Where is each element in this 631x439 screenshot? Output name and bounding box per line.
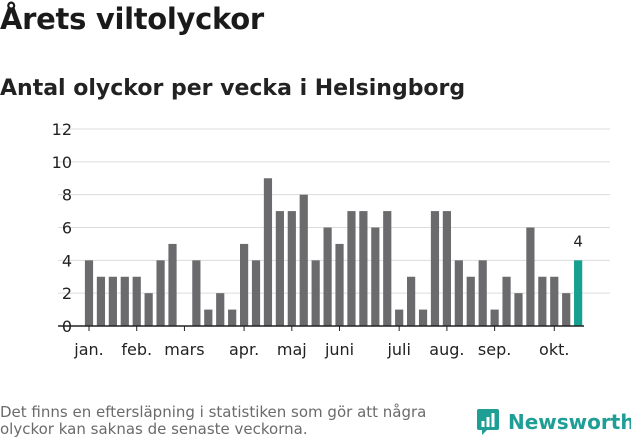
brand-name: Newsworthy [508, 410, 631, 434]
bar [418, 309, 428, 326]
bar [132, 276, 141, 326]
bar [299, 194, 308, 326]
annotations: 4 [573, 232, 583, 250]
bar [490, 309, 499, 326]
x-tick-label: mars [164, 340, 204, 359]
x-tick-label: feb. [121, 340, 152, 359]
bar [430, 211, 440, 326]
bar [192, 260, 201, 326]
bar [239, 243, 249, 326]
bars [84, 178, 583, 326]
x-tick-label: aug. [429, 340, 464, 359]
bar [96, 276, 106, 326]
bar [204, 309, 213, 326]
bar [526, 227, 535, 326]
y-axis-labels: 024681012 [52, 120, 72, 336]
bar [478, 260, 487, 326]
bar [442, 211, 451, 326]
y-tick-label: 2 [62, 284, 72, 303]
y-tick-label: 8 [62, 186, 72, 205]
x-tick-label: jan. [73, 340, 103, 359]
bar [562, 293, 571, 326]
bar [120, 276, 129, 326]
bar [216, 293, 225, 326]
bar [347, 211, 356, 326]
bar [311, 260, 320, 326]
bar [514, 293, 523, 326]
x-tick-label: juli [386, 340, 410, 359]
bar [84, 260, 94, 326]
bar [466, 276, 475, 326]
bar [168, 243, 177, 326]
bar [287, 211, 296, 326]
bar [502, 276, 511, 326]
data-label: 4 [573, 232, 583, 250]
y-tick-label: 10 [52, 153, 72, 172]
bar [335, 243, 344, 326]
footnote: Det finns en eftersläpning i statistiken… [0, 403, 427, 438]
bar [228, 309, 237, 326]
bar-chart: 024681012 jan.feb.marsapr.majjunijuliaug… [52, 120, 610, 359]
bar [275, 211, 284, 326]
bar [251, 260, 261, 326]
bar [454, 260, 463, 326]
y-tick-label: 6 [62, 219, 72, 238]
bar [371, 227, 380, 326]
brand-logo[interactable]: Newsworthy [476, 408, 631, 436]
bar-highlight [574, 260, 583, 326]
bar [108, 276, 117, 326]
bar [359, 211, 368, 326]
y-tick-label: 4 [62, 251, 72, 270]
chart-subtitle: Antal olyckor per vecka i Helsingborg [0, 76, 466, 101]
bar [323, 227, 332, 326]
x-tick-label: juni [324, 340, 354, 359]
x-tick-label: sep. [478, 340, 511, 359]
bar [407, 276, 416, 326]
x-tick-label: maj [277, 340, 307, 359]
bar [538, 276, 547, 326]
bar [263, 178, 273, 326]
bar [395, 309, 404, 326]
bar [383, 211, 392, 326]
bar [550, 276, 559, 326]
x-axis: jan. feb. mars apr. maj juni juli aug. sep. okt. [58, 325, 584, 359]
bar [156, 260, 165, 326]
chart-title: Årets viltolyckor [0, 2, 264, 36]
y-tick-label: 12 [52, 120, 72, 139]
newsworthy-logo-icon [477, 409, 499, 435]
bar [144, 293, 153, 326]
x-tick-label: apr. [229, 340, 259, 359]
x-tick-label: okt. [539, 340, 569, 359]
